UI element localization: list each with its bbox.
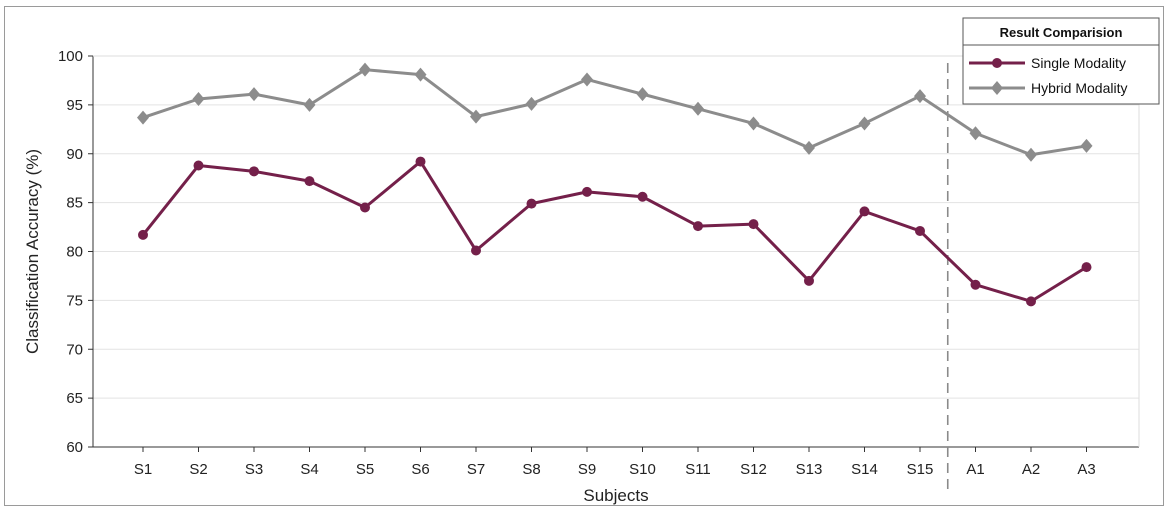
data-point-hybrid-modality	[692, 101, 704, 116]
x-tick-labels: S1 S2 S3 S4 S5 S6 S7 S8 S9 S10 S11 S12 S13 S14 S15 A1 A2…	[134, 447, 1096, 478]
chart-container: 60 65 70 75 80 85 90 95 100 S1 S2 S3 S4 S5 S6 S7 S8 S9 S1…	[4, 6, 1164, 506]
x-tick-label: A2	[1022, 461, 1040, 478]
data-point-single-modality	[471, 245, 481, 256]
data-point-single-modality	[360, 202, 370, 213]
data-point-single-modality	[915, 225, 925, 236]
x-tick-label: S5	[356, 461, 374, 478]
series-line-hybrid-modality	[142, 68, 1087, 157]
y-tick-labels: 60 65 70 75 80 85 90 95 100	[58, 48, 93, 456]
data-point-single-modality	[304, 176, 315, 187]
y-tick-label: 60	[66, 439, 83, 456]
y-tick-label: 90	[66, 146, 83, 163]
data-point-hybrid-modality	[525, 96, 538, 111]
data-point-single-modality	[526, 198, 537, 209]
grid-lines	[93, 55, 1139, 399]
data-point-hybrid-modality	[1080, 138, 1093, 153]
y-tick-label: 85	[66, 195, 83, 212]
y-tick-label: 65	[66, 390, 83, 407]
legend-title: Result Comparision	[1000, 25, 1123, 40]
data-point-single-modality	[637, 191, 648, 202]
x-axis-title: Subjects	[583, 486, 648, 505]
data-point-hybrid-modality	[858, 116, 871, 131]
x-tick-label: S9	[578, 461, 596, 478]
y-tick-label: 70	[66, 341, 83, 358]
data-point-hybrid-modality	[636, 87, 649, 102]
data-point-hybrid-modality	[747, 116, 760, 131]
series-line-single-modality	[141, 160, 1088, 303]
x-tick-label: A1	[966, 461, 984, 478]
legend: Result Comparision Single Modality Hybri…	[962, 17, 1160, 105]
x-tick-label: S2	[189, 461, 207, 478]
legend-label-hybrid-modality: Hybrid Modality	[1031, 80, 1127, 96]
x-tick-label: S15	[907, 461, 934, 478]
data-point-hybrid-modality	[803, 140, 815, 155]
legend-label-single-modality: Single Modality	[1031, 55, 1126, 71]
x-tick-label: S14	[851, 461, 878, 478]
series-layer	[137, 62, 1093, 307]
x-tick-label: S6	[411, 461, 429, 478]
data-point-hybrid-modality	[914, 89, 926, 104]
data-point-hybrid-modality	[414, 67, 427, 82]
data-point-single-modality	[970, 279, 981, 290]
data-point-hybrid-modality	[303, 97, 316, 112]
legend-marker-hybrid-modality	[991, 81, 1003, 95]
data-point-single-modality	[1026, 296, 1036, 307]
y-tick-label: 75	[66, 292, 83, 309]
x-tick-label: S10	[629, 461, 656, 478]
data-point-hybrid-modality	[470, 109, 482, 124]
data-point-hybrid-modality	[359, 62, 371, 77]
data-point-hybrid-modality	[248, 87, 260, 102]
x-tick-label: S13	[796, 461, 823, 478]
x-tick-label: S1	[134, 461, 152, 478]
data-point-hybrid-modality	[192, 92, 205, 107]
data-point-single-modality	[415, 156, 426, 167]
x-tick-label: S8	[522, 461, 540, 478]
y-tick-label: 80	[66, 244, 83, 261]
x-tick-label: S7	[467, 461, 485, 478]
x-tick-label: S12	[740, 461, 767, 478]
data-point-single-modality	[193, 160, 204, 171]
x-tick-label: S11	[685, 461, 711, 478]
x-tick-label: S4	[300, 461, 318, 478]
data-point-single-modality	[804, 275, 814, 286]
data-point-hybrid-modality	[969, 126, 982, 141]
data-point-hybrid-modality	[581, 72, 593, 87]
data-point-single-modality	[748, 219, 759, 230]
y-axis-title: Classification Accuracy (%)	[23, 149, 42, 354]
data-point-single-modality	[582, 186, 592, 197]
data-point-single-modality	[1081, 262, 1092, 273]
x-tick-label: A3	[1077, 461, 1095, 478]
data-point-single-modality	[138, 229, 148, 240]
data-point-single-modality	[249, 166, 259, 177]
data-point-single-modality	[859, 206, 870, 217]
y-tick-label: 100	[58, 48, 83, 65]
data-point-hybrid-modality	[1025, 147, 1037, 162]
data-point-single-modality	[693, 221, 703, 232]
data-point-hybrid-modality	[137, 110, 149, 125]
x-tick-label: S3	[245, 461, 263, 478]
legend-marker-single-modality	[992, 58, 1002, 68]
y-tick-label: 95	[66, 97, 83, 114]
